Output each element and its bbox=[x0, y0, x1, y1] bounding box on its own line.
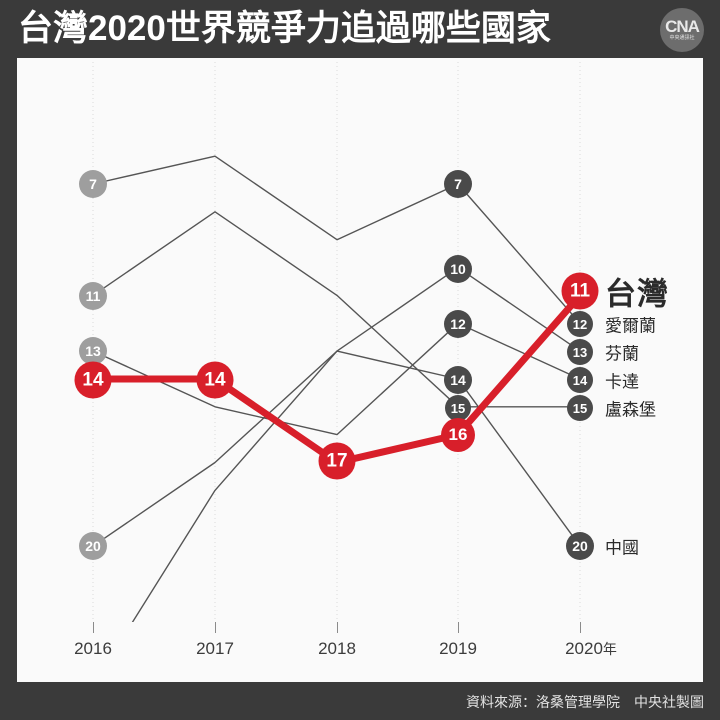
plot-area bbox=[17, 58, 703, 680]
chart-panel: 71113142025141771012141516111213141520 台… bbox=[17, 58, 703, 699]
footer-bar: 資料來源：洛桑管理學院 中央社製圖 bbox=[0, 682, 720, 720]
series-line-卡達 bbox=[92, 322, 581, 436]
plot-svg bbox=[89, 62, 584, 680]
x-axis-label-2016: 2016 bbox=[74, 639, 112, 658]
data-point-m2016-20[interactable]: 20 bbox=[79, 532, 107, 560]
data-point-m2019-16[interactable]: 16 bbox=[441, 418, 475, 452]
data-point-m2020-14[interactable]: 14 bbox=[567, 367, 593, 393]
x-axis: 2016 2017 2018 2019 2020年 bbox=[17, 622, 703, 682]
series-line-中國 bbox=[95, 350, 581, 680]
source-note: 資料來源：洛桑管理學院 中央社製圖 bbox=[466, 692, 704, 712]
cna-logo-subtitle: 中央通訊社 bbox=[669, 34, 695, 41]
data-point-m2017-14[interactable]: 14 bbox=[196, 361, 234, 399]
x-tick-2019 bbox=[458, 622, 459, 633]
data-point-m2016-7[interactable]: 7 bbox=[79, 170, 107, 198]
x-axis-label-2018: 2018 bbox=[318, 639, 356, 658]
data-point-m2018-17[interactable]: 17 bbox=[318, 442, 356, 480]
source-prefix: 資料來源：洛桑管理學院 bbox=[466, 694, 620, 710]
data-point-m2020-15[interactable]: 15 bbox=[567, 395, 593, 421]
x-tick-2018 bbox=[337, 622, 338, 633]
x-tick-2016 bbox=[93, 622, 94, 633]
x-tick-2017 bbox=[215, 622, 216, 633]
legend-label-china: 中國 bbox=[605, 538, 639, 558]
page-title: 台灣2020世界競爭力追過哪些國家 bbox=[18, 9, 551, 48]
data-point-m2019-10[interactable]: 10 bbox=[444, 255, 472, 283]
legend-label-卡達: 卡達 bbox=[605, 372, 639, 392]
data-point-m2019-7[interactable]: 7 bbox=[444, 170, 472, 198]
x-axis-label-2019: 2019 bbox=[439, 639, 477, 658]
header-bar: 台灣2020世界競爭力追過哪些國家 CNA 中央通訊社 bbox=[0, 0, 720, 58]
series-line-愛爾蘭 bbox=[92, 155, 581, 324]
series-line-盧森堡 bbox=[92, 211, 581, 408]
legend-label-愛爾蘭: 愛爾蘭 bbox=[605, 316, 656, 336]
legend-label-芬蘭: 芬蘭 bbox=[605, 344, 639, 364]
cna-logo-mark: CNA bbox=[665, 16, 700, 36]
legend-label-盧森堡: 盧森堡 bbox=[605, 400, 656, 420]
x-axis-year-suffix: 年 bbox=[602, 641, 617, 657]
source-suffix: 中央社製圖 bbox=[634, 694, 704, 710]
legend-label-taiwan: 台灣 bbox=[605, 276, 669, 312]
data-point-m2020-13[interactable]: 13 bbox=[567, 339, 593, 365]
data-point-m2019-12[interactable]: 12 bbox=[444, 310, 472, 338]
data-point-m2016-14[interactable]: 14 bbox=[74, 361, 112, 399]
data-point-m2020-20[interactable]: 20 bbox=[566, 532, 594, 560]
cna-logo: CNA 中央通訊社 bbox=[660, 8, 704, 52]
x-axis-label-2020: 2020年 bbox=[565, 639, 617, 658]
data-point-m2016-13[interactable]: 13 bbox=[79, 337, 107, 365]
data-point-m2019-15[interactable]: 15 bbox=[445, 395, 471, 421]
x-tick-2020 bbox=[580, 622, 581, 633]
data-point-m2020-11[interactable]: 11 bbox=[561, 272, 599, 310]
x-axis-label-2017: 2017 bbox=[196, 639, 234, 658]
data-point-m2016-11[interactable]: 11 bbox=[79, 282, 107, 310]
data-point-m2020-12[interactable]: 12 bbox=[567, 311, 593, 337]
data-point-m2019-14[interactable]: 14 bbox=[444, 366, 472, 394]
